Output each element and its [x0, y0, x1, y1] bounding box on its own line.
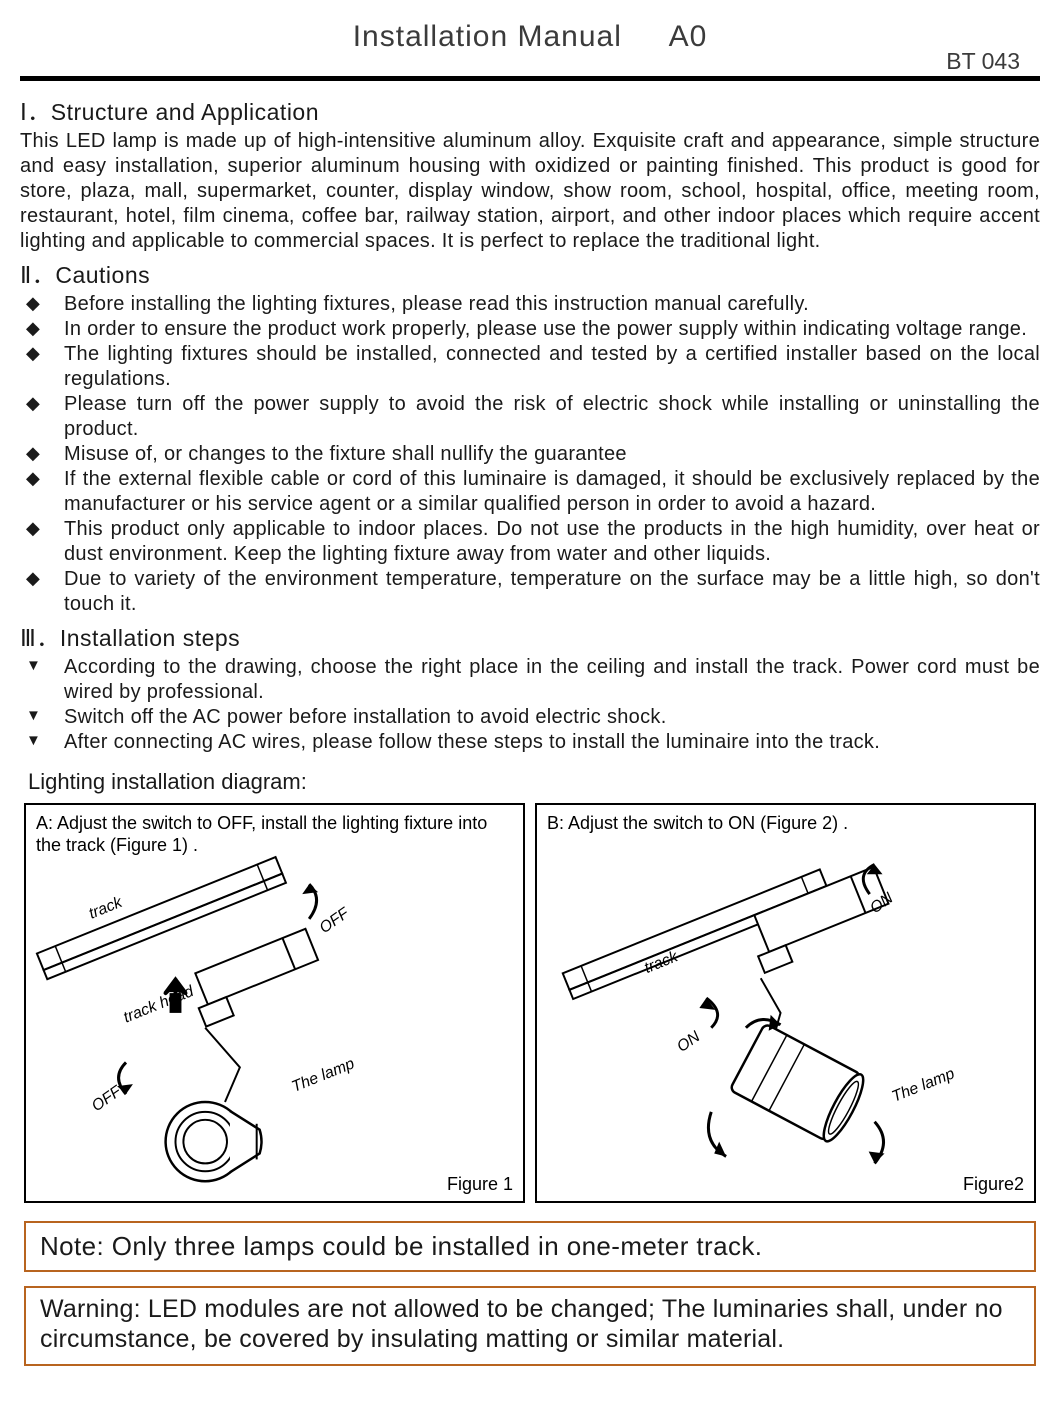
- header: Installation Manual A0 BT 043: [20, 20, 1040, 70]
- section-3-title: Installation steps: [60, 625, 240, 651]
- diagram-a-svg: track track head OFF: [26, 805, 523, 1201]
- section-1-num: Ⅰ．: [20, 100, 51, 125]
- figure-1-label: Figure 1: [447, 1174, 513, 1195]
- product-code: BT 043: [946, 48, 1020, 75]
- diagram-title: Lighting installation diagram:: [28, 769, 1040, 795]
- header-rule: [20, 76, 1040, 81]
- label-track: track: [86, 894, 125, 923]
- revision-code: A0: [669, 20, 708, 53]
- label-off-1: OFF: [317, 904, 354, 937]
- note-box: Note: Only three lamps could be installe…: [24, 1221, 1036, 1272]
- list-item: This product only applicable to indoor p…: [20, 517, 1040, 567]
- section-1-heading: Ⅰ．Structure and Application: [20, 93, 1040, 127]
- warning-box: Warning: LED modules are not allowed to …: [24, 1286, 1036, 1366]
- page: Installation Manual A0 BT 043 Ⅰ．Structur…: [0, 0, 1060, 1396]
- list-item: Please turn off the power supply to avoi…: [20, 392, 1040, 442]
- list-item: If the external flexible cable or cord o…: [20, 467, 1040, 517]
- list-item: Before installing the lighting fixtures,…: [20, 292, 1040, 317]
- section-3-num: Ⅲ．: [20, 626, 60, 651]
- section-2-heading: Ⅱ．Cautions: [20, 256, 1040, 290]
- figure-2-label: Figure2: [963, 1174, 1024, 1195]
- list-item: Switch off the AC power before installat…: [20, 705, 1040, 730]
- steps-list: According to the drawing, choose the rig…: [20, 655, 1040, 755]
- title-text: Installation Manual: [353, 20, 622, 53]
- section-1-title: Structure and Application: [51, 99, 319, 125]
- diagram-box-b: B: Adjust the switch to ON (Figure 2) . …: [535, 803, 1036, 1203]
- label-track-b: track: [642, 948, 681, 977]
- section-3-heading: Ⅲ．Installation steps: [20, 619, 1040, 653]
- section-2-title: Cautions: [55, 262, 150, 288]
- list-item: After connecting AC wires, please follow…: [20, 730, 1040, 755]
- diagram-b-svg: track ON ON: [537, 805, 1034, 1201]
- doc-title: Installation Manual A0: [353, 20, 708, 54]
- list-item: Due to variety of the environment temper…: [20, 567, 1040, 617]
- list-item: Misuse of, or changes to the fixture sha…: [20, 442, 1040, 467]
- diagram-row: A: Adjust the switch to OFF, install the…: [20, 803, 1040, 1203]
- diagram-box-a: A: Adjust the switch to OFF, install the…: [24, 803, 525, 1203]
- list-item: The lighting fixtures should be installe…: [20, 342, 1040, 392]
- label-on-2: ON: [674, 1028, 704, 1056]
- section-1-body: This LED lamp is made up of high-intensi…: [20, 129, 1040, 254]
- section-2-num: Ⅱ．: [20, 263, 55, 288]
- list-item: In order to ensure the product work prop…: [20, 317, 1040, 342]
- label-lamp-b: The lamp: [890, 1065, 958, 1106]
- label-track-head: track head: [121, 983, 197, 1027]
- list-item: According to the drawing, choose the rig…: [20, 655, 1040, 705]
- label-lamp-a: The lamp: [289, 1055, 357, 1096]
- cautions-list: Before installing the lighting fixtures,…: [20, 292, 1040, 617]
